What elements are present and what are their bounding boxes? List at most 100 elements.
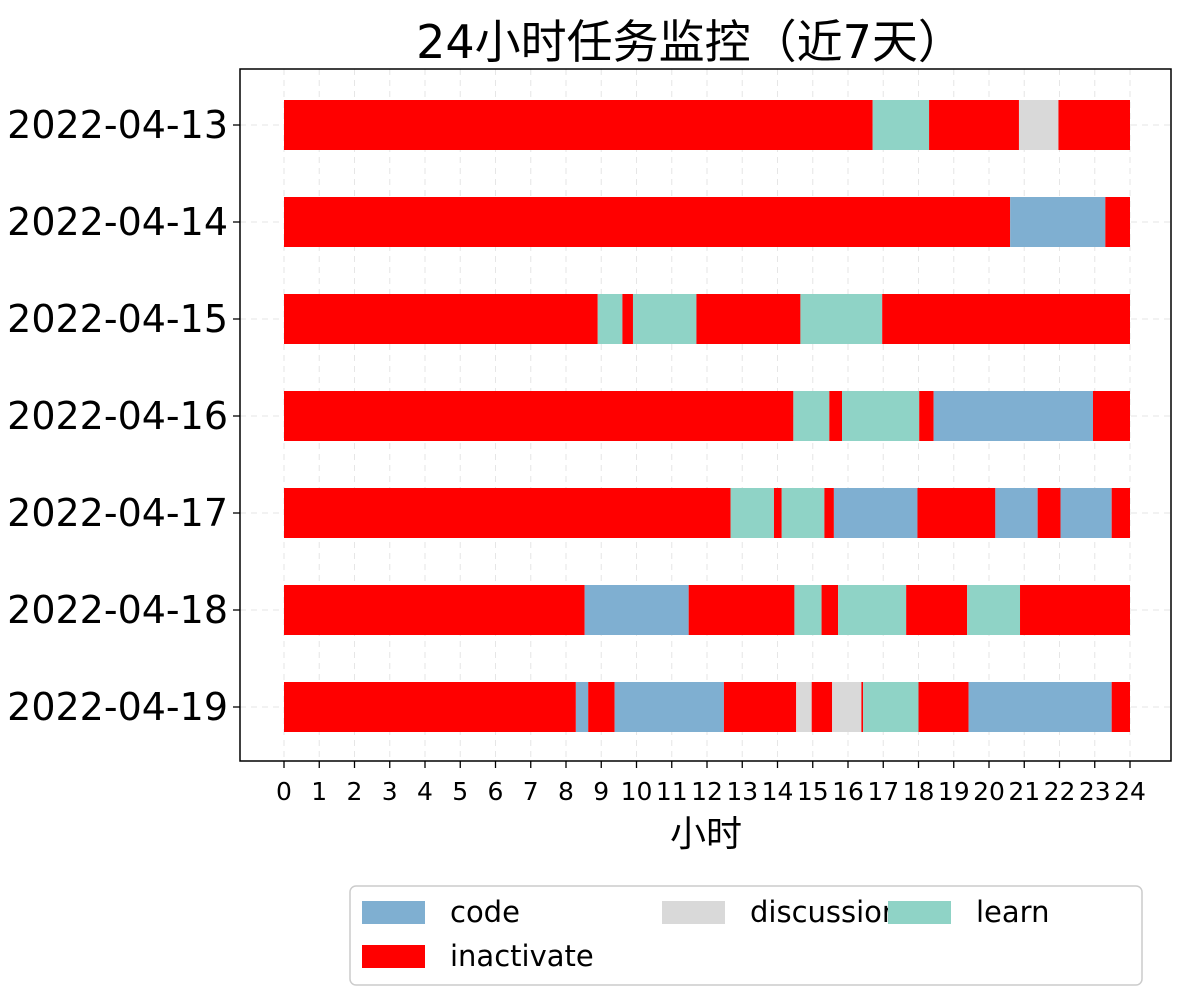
bar-segment-inactivate (284, 100, 873, 150)
bar-segment-inactivate (1020, 585, 1130, 635)
bar-segment-code (933, 391, 1093, 441)
y-tick-label: 2022-04-16 (7, 394, 228, 438)
x-tick-label: 2 (347, 777, 363, 806)
x-tick-label: 4 (417, 777, 433, 806)
y-tick-label: 2022-04-15 (7, 297, 228, 341)
x-tick-label: 11 (656, 777, 688, 806)
bar-segment-inactivate (1092, 391, 1130, 441)
legend-swatch-code (362, 901, 425, 924)
bar-segment-code (833, 488, 918, 538)
legend-swatch-learn (888, 901, 951, 924)
x-tick-label: 15 (797, 777, 829, 806)
bar-segment-inactivate (811, 682, 833, 732)
bar-segment-inactivate (918, 682, 969, 732)
legend-label-code: code (450, 895, 520, 929)
bar-segment-inactivate (284, 488, 731, 538)
x-tick-label: 20 (973, 777, 1005, 806)
x-tick-label: 0 (276, 777, 292, 806)
bar-segment-learn (872, 100, 930, 150)
bar-segment-inactivate (284, 197, 1011, 247)
bar-segment-code (995, 488, 1038, 538)
bar-segment-inactivate (821, 585, 839, 635)
bar-segment-inactivate (829, 391, 843, 441)
bar-segment-code (614, 682, 724, 732)
bar-segment-learn (838, 585, 907, 635)
x-tick-label: 21 (1008, 777, 1040, 806)
bar-segment-discussion (1018, 100, 1059, 150)
bar-segment-code (584, 585, 689, 635)
x-tick-label: 24 (1114, 777, 1146, 806)
legend-label-inactivate: inactivate (450, 939, 594, 973)
bar-segment-inactivate (622, 294, 633, 344)
plot-frame (239, 68, 1172, 762)
x-tick-label: 6 (488, 777, 504, 806)
x-tick-label: 18 (903, 777, 935, 806)
legend-swatch-inactivate (362, 945, 425, 968)
y-tick-label: 2022-04-17 (7, 491, 228, 535)
bar-segment-inactivate (1037, 488, 1061, 538)
bar-segment-inactivate (882, 294, 1130, 344)
bar-segment-code (1010, 197, 1106, 247)
x-tick-label: 9 (593, 777, 609, 806)
bars-layer (284, 100, 1130, 732)
bar-segment-inactivate (688, 585, 795, 635)
bar-segment-inactivate (1111, 488, 1130, 538)
x-tick-label: 10 (621, 777, 653, 806)
bar-segment-inactivate (284, 585, 585, 635)
bar-segment-inactivate (824, 488, 834, 538)
bar-segment-inactivate (723, 682, 797, 732)
y-tick-label: 2022-04-19 (7, 685, 228, 729)
bar-segment-discussion (832, 682, 862, 732)
bar-segment-learn (800, 294, 883, 344)
bar-segment-learn (793, 391, 830, 441)
x-tick-label: 3 (382, 777, 398, 806)
bar-segment-inactivate (284, 294, 598, 344)
bar-segment-learn (967, 585, 1021, 635)
bar-segment-learn (781, 488, 825, 538)
bar-segment-inactivate (929, 100, 1019, 150)
chart-title: 24小时任务监控（近7天） (416, 15, 964, 69)
x-tick-label: 13 (726, 777, 758, 806)
bar-segment-code (575, 682, 589, 732)
legend-label-learn: learn (976, 895, 1049, 929)
x-tick-label: 17 (867, 777, 899, 806)
bar-segment-learn (597, 294, 623, 344)
bar-segment-learn (794, 585, 822, 635)
bar-segment-inactivate (919, 391, 934, 441)
bar-segment-inactivate (917, 488, 996, 538)
bar-segment-inactivate (588, 682, 615, 732)
y-axis: 2022-04-13 2022-04-14 2022-04-15 2022-04-16… (7, 103, 240, 729)
bar-segment-learn (863, 682, 919, 732)
bar-segment-inactivate (773, 488, 782, 538)
bar-segment-inactivate (1105, 197, 1130, 247)
bar-segment-discussion (796, 682, 812, 732)
x-axis-label: 小时 (670, 814, 742, 855)
x-tick-label: 12 (691, 777, 723, 806)
bar-segment-inactivate (696, 294, 801, 344)
bar-segment-learn (632, 294, 697, 344)
x-tick-label: 16 (832, 777, 864, 806)
y-tick-label: 2022-04-14 (7, 200, 228, 244)
x-tick-label: 14 (762, 777, 794, 806)
bar-segment-learn (730, 488, 774, 538)
y-tick-label: 2022-04-18 (7, 588, 228, 632)
bar-segment-code (1060, 488, 1112, 538)
y-tick-label: 2022-04-13 (7, 103, 228, 147)
x-axis: 0 1 2 3 4 5 6 7 8 9 10 11 12 13 14 15 16 17 18 19 20 21 22 23 24 (276, 761, 1146, 806)
bar-segment-inactivate (284, 391, 794, 441)
bar-segment-code (968, 682, 1112, 732)
x-tick-label: 22 (1044, 777, 1076, 806)
bar-segment-inactivate (906, 585, 968, 635)
bar-segment-inactivate (1111, 682, 1130, 732)
x-tick-label: 1 (311, 777, 327, 806)
legend-swatch-discussion (662, 901, 725, 924)
bar-segment-inactivate (1058, 100, 1130, 150)
bar-segment-learn (842, 391, 920, 441)
x-tick-label: 19 (938, 777, 970, 806)
legend: code discussion learn inactivate (349, 885, 1143, 986)
x-tick-label: 7 (523, 777, 539, 806)
bar-segment-inactivate (284, 682, 576, 732)
x-tick-label: 5 (452, 777, 468, 806)
